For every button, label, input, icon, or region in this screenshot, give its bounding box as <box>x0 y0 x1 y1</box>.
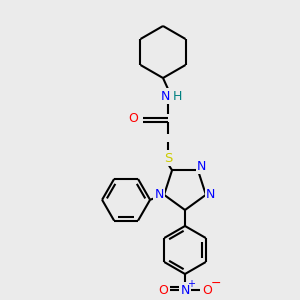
Text: N: N <box>154 188 164 201</box>
Text: N: N <box>197 160 207 173</box>
Text: N: N <box>206 188 216 201</box>
Text: −: − <box>211 277 221 290</box>
Text: H: H <box>172 89 182 103</box>
Text: O: O <box>158 284 168 296</box>
Text: N: N <box>180 284 190 296</box>
Text: O: O <box>202 284 212 296</box>
Text: O: O <box>128 112 138 124</box>
Text: N: N <box>160 89 170 103</box>
Text: S: S <box>164 152 172 164</box>
Text: +: + <box>187 279 195 289</box>
Text: NH: NH <box>159 89 177 103</box>
